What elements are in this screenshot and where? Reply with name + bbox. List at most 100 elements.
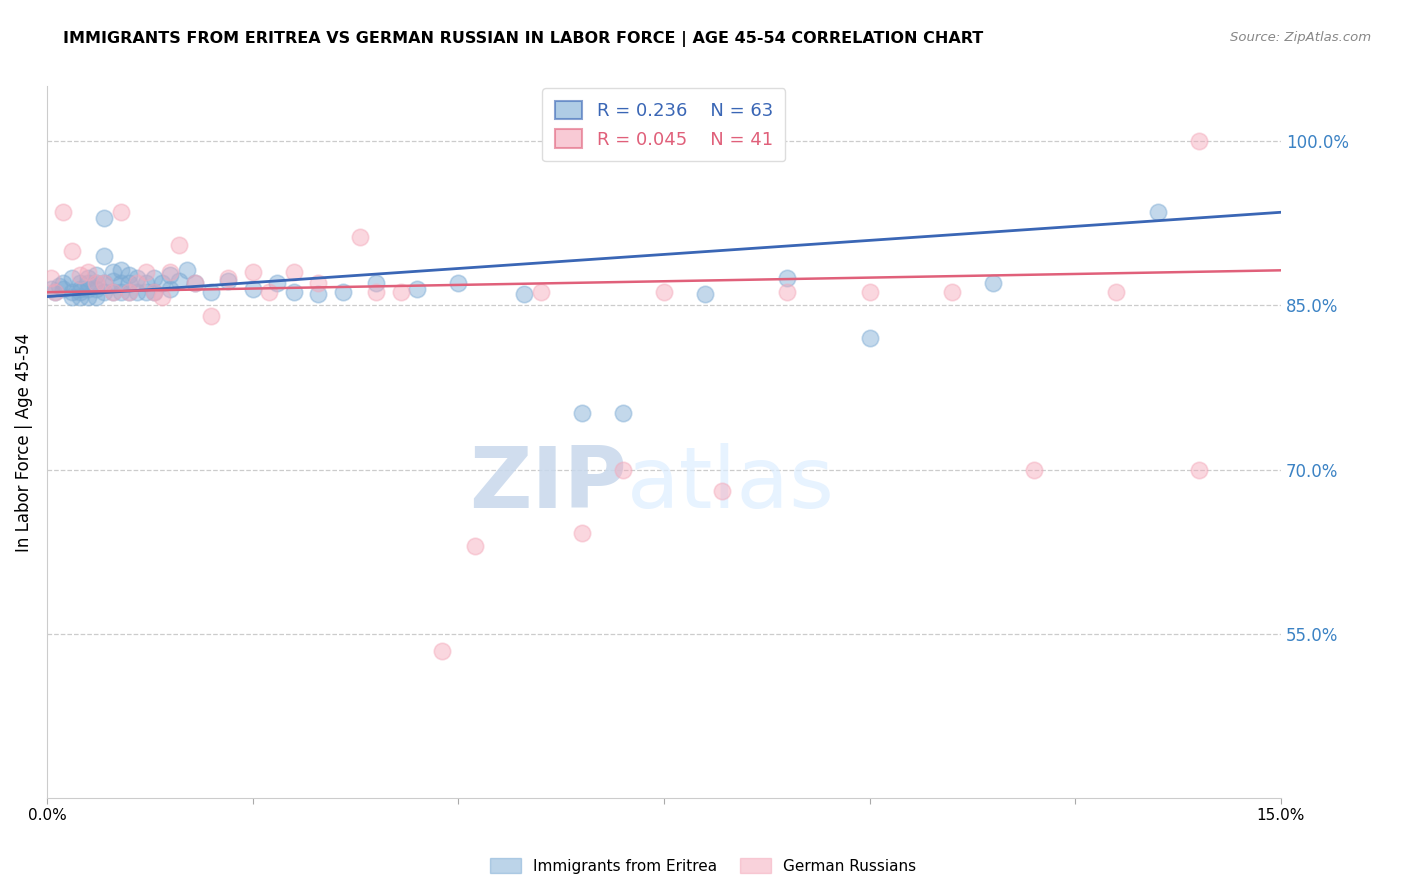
Point	[612, 462, 634, 476]
Point	[39, 282, 62, 296]
Point	[84, 277, 107, 291]
Point	[307, 277, 329, 291]
Point	[652, 285, 675, 300]
Point	[142, 285, 165, 300]
Point	[48, 278, 70, 293]
Point	[710, 484, 733, 499]
Point	[364, 285, 387, 300]
Point	[69, 277, 91, 291]
Point	[176, 263, 198, 277]
Point	[60, 271, 83, 285]
Point	[52, 205, 75, 219]
Point	[1188, 134, 1211, 148]
Point	[60, 289, 83, 303]
Point	[184, 277, 207, 291]
Point	[69, 268, 91, 282]
Point	[693, 287, 716, 301]
Point	[167, 238, 190, 252]
Point	[39, 271, 62, 285]
Point	[1024, 462, 1046, 476]
Point	[118, 285, 141, 300]
Point	[1105, 285, 1128, 300]
Point	[349, 230, 371, 244]
Point	[307, 287, 329, 301]
Point	[77, 282, 100, 296]
Point	[257, 285, 280, 300]
Legend: R = 0.236    N = 63, R = 0.045    N = 41: R = 0.236 N = 63, R = 0.045 N = 41	[543, 88, 786, 161]
Point	[159, 268, 181, 282]
Point	[93, 277, 115, 291]
Point	[101, 285, 124, 300]
Point	[167, 274, 190, 288]
Point	[464, 539, 486, 553]
Text: ZIP: ZIP	[470, 443, 627, 526]
Point	[159, 265, 181, 279]
Point	[142, 271, 165, 285]
Point	[200, 285, 222, 300]
Point	[127, 277, 149, 291]
Point	[1146, 205, 1168, 219]
Point	[118, 268, 141, 282]
Point	[110, 285, 132, 300]
Text: atlas: atlas	[627, 443, 835, 526]
Point	[529, 285, 551, 300]
Point	[44, 285, 66, 300]
Point	[283, 265, 305, 279]
Point	[200, 310, 222, 324]
Point	[150, 289, 173, 303]
Point	[776, 271, 799, 285]
Point	[77, 265, 100, 279]
Point	[110, 263, 132, 277]
Point	[52, 282, 75, 296]
Point	[110, 277, 132, 291]
Point	[266, 277, 288, 291]
Point	[84, 268, 107, 282]
Point	[77, 271, 100, 285]
Point	[118, 285, 141, 300]
Point	[135, 265, 157, 279]
Point	[159, 282, 181, 296]
Point	[406, 282, 429, 296]
Point	[447, 277, 470, 291]
Point	[77, 277, 100, 291]
Point	[571, 526, 593, 541]
Point	[217, 274, 239, 288]
Point	[858, 331, 880, 345]
Point	[150, 277, 173, 291]
Point	[84, 282, 107, 296]
Point	[77, 289, 100, 303]
Point	[93, 211, 115, 225]
Point	[93, 277, 115, 291]
Point	[364, 277, 387, 291]
Point	[101, 285, 124, 300]
Y-axis label: In Labor Force | Age 45-54: In Labor Force | Age 45-54	[15, 333, 32, 552]
Point	[69, 289, 91, 303]
Point	[135, 285, 157, 300]
Point	[513, 287, 536, 301]
Point	[101, 265, 124, 279]
Point	[776, 285, 799, 300]
Point	[84, 277, 107, 291]
Point	[242, 265, 264, 279]
Point	[84, 289, 107, 303]
Point	[127, 271, 149, 285]
Point	[69, 285, 91, 300]
Point	[69, 282, 91, 296]
Point	[242, 282, 264, 296]
Point	[217, 271, 239, 285]
Point	[571, 406, 593, 420]
Text: IMMIGRANTS FROM ERITREA VS GERMAN RUSSIAN IN LABOR FORCE | AGE 45-54 CORRELATION: IMMIGRANTS FROM ERITREA VS GERMAN RUSSIA…	[63, 31, 984, 47]
Point	[283, 285, 305, 300]
Point	[142, 285, 165, 300]
Text: Source: ZipAtlas.com: Source: ZipAtlas.com	[1230, 31, 1371, 45]
Point	[52, 277, 75, 291]
Point	[389, 285, 412, 300]
Point	[430, 644, 453, 658]
Point	[981, 277, 1004, 291]
Point	[127, 285, 149, 300]
Point	[110, 205, 132, 219]
Point	[858, 285, 880, 300]
Point	[101, 274, 124, 288]
Legend: Immigrants from Eritrea, German Russians: Immigrants from Eritrea, German Russians	[484, 852, 922, 880]
Point	[332, 285, 354, 300]
